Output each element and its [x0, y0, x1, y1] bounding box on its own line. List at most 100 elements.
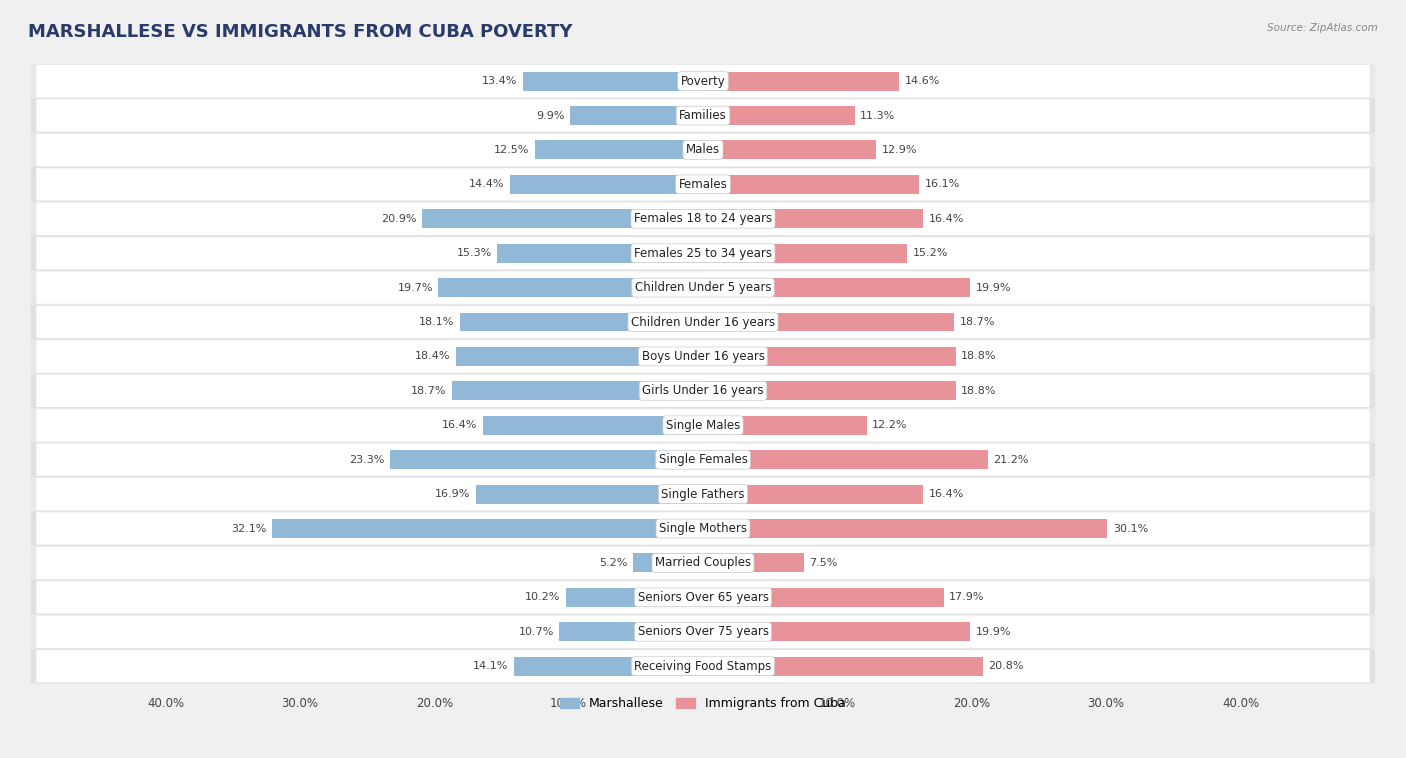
Bar: [703, 553, 804, 572]
Text: 15.2%: 15.2%: [912, 248, 948, 258]
Bar: [439, 278, 703, 297]
Text: Seniors Over 75 years: Seniors Over 75 years: [637, 625, 769, 638]
FancyBboxPatch shape: [31, 649, 1375, 684]
FancyBboxPatch shape: [31, 546, 1375, 580]
Text: Poverty: Poverty: [681, 74, 725, 88]
Bar: [560, 622, 703, 641]
FancyBboxPatch shape: [31, 443, 1375, 477]
FancyBboxPatch shape: [37, 443, 1369, 476]
Bar: [703, 347, 956, 366]
Text: Females 18 to 24 years: Females 18 to 24 years: [634, 212, 772, 225]
Bar: [703, 622, 970, 641]
Text: 11.3%: 11.3%: [860, 111, 896, 121]
Text: Girls Under 16 years: Girls Under 16 years: [643, 384, 763, 397]
Bar: [703, 106, 855, 125]
Text: 18.8%: 18.8%: [960, 386, 997, 396]
Bar: [703, 484, 924, 503]
Bar: [451, 381, 703, 400]
Text: 16.4%: 16.4%: [929, 214, 965, 224]
FancyBboxPatch shape: [37, 409, 1369, 441]
Text: 14.4%: 14.4%: [468, 180, 505, 190]
Bar: [703, 175, 920, 194]
Text: 7.5%: 7.5%: [810, 558, 838, 568]
Text: 9.9%: 9.9%: [536, 111, 565, 121]
Text: 13.4%: 13.4%: [482, 76, 517, 86]
Bar: [271, 519, 703, 538]
Text: Children Under 16 years: Children Under 16 years: [631, 315, 775, 328]
FancyBboxPatch shape: [37, 581, 1369, 613]
Bar: [513, 656, 703, 675]
Text: 5.2%: 5.2%: [599, 558, 627, 568]
Legend: Marshallese, Immigrants from Cuba: Marshallese, Immigrants from Cuba: [555, 692, 851, 715]
Text: Families: Families: [679, 109, 727, 122]
FancyBboxPatch shape: [31, 236, 1375, 271]
Text: 21.2%: 21.2%: [993, 455, 1029, 465]
FancyBboxPatch shape: [37, 99, 1369, 132]
Bar: [703, 416, 868, 435]
Text: 12.5%: 12.5%: [495, 145, 530, 155]
Text: Married Couples: Married Couples: [655, 556, 751, 569]
FancyBboxPatch shape: [31, 340, 1375, 374]
Text: 17.9%: 17.9%: [949, 592, 984, 603]
Bar: [703, 381, 956, 400]
Text: 32.1%: 32.1%: [231, 524, 266, 534]
Bar: [703, 278, 970, 297]
Bar: [703, 209, 924, 228]
Bar: [703, 450, 988, 469]
Text: Receiving Food Stamps: Receiving Food Stamps: [634, 659, 772, 672]
Text: 16.1%: 16.1%: [925, 180, 960, 190]
FancyBboxPatch shape: [37, 547, 1369, 579]
Text: 14.6%: 14.6%: [904, 76, 941, 86]
FancyBboxPatch shape: [31, 305, 1375, 340]
FancyBboxPatch shape: [31, 271, 1375, 305]
FancyBboxPatch shape: [37, 65, 1369, 97]
Bar: [456, 347, 703, 366]
Text: Boys Under 16 years: Boys Under 16 years: [641, 350, 765, 363]
FancyBboxPatch shape: [37, 374, 1369, 407]
Bar: [536, 140, 703, 159]
Bar: [523, 72, 703, 91]
Bar: [569, 106, 703, 125]
Bar: [460, 312, 703, 331]
FancyBboxPatch shape: [37, 615, 1369, 648]
Text: 18.7%: 18.7%: [960, 317, 995, 327]
Text: Females: Females: [679, 178, 727, 191]
Text: Source: ZipAtlas.com: Source: ZipAtlas.com: [1267, 23, 1378, 33]
FancyBboxPatch shape: [31, 168, 1375, 202]
Bar: [703, 72, 900, 91]
FancyBboxPatch shape: [37, 512, 1369, 545]
Bar: [389, 450, 703, 469]
Text: 12.9%: 12.9%: [882, 145, 917, 155]
FancyBboxPatch shape: [37, 202, 1369, 235]
Text: Single Females: Single Females: [658, 453, 748, 466]
Bar: [509, 175, 703, 194]
Text: 16.4%: 16.4%: [441, 420, 477, 431]
Text: 20.8%: 20.8%: [988, 661, 1024, 671]
Text: 18.7%: 18.7%: [411, 386, 446, 396]
FancyBboxPatch shape: [37, 340, 1369, 373]
Text: 19.7%: 19.7%: [398, 283, 433, 293]
Bar: [633, 553, 703, 572]
FancyBboxPatch shape: [31, 374, 1375, 408]
Bar: [482, 416, 703, 435]
FancyBboxPatch shape: [31, 512, 1375, 546]
Text: 14.1%: 14.1%: [472, 661, 508, 671]
Bar: [703, 312, 955, 331]
Text: 10.2%: 10.2%: [526, 592, 561, 603]
FancyBboxPatch shape: [37, 478, 1369, 510]
FancyBboxPatch shape: [37, 650, 1369, 682]
FancyBboxPatch shape: [31, 477, 1375, 512]
Text: 15.3%: 15.3%: [457, 248, 492, 258]
Bar: [475, 484, 703, 503]
Text: Children Under 5 years: Children Under 5 years: [634, 281, 772, 294]
FancyBboxPatch shape: [31, 580, 1375, 615]
Text: Single Fathers: Single Fathers: [661, 487, 745, 500]
Text: 10.7%: 10.7%: [519, 627, 554, 637]
Bar: [567, 588, 703, 607]
Text: 19.9%: 19.9%: [976, 627, 1011, 637]
FancyBboxPatch shape: [31, 133, 1375, 168]
Text: 20.9%: 20.9%: [381, 214, 416, 224]
Bar: [703, 140, 876, 159]
FancyBboxPatch shape: [31, 99, 1375, 133]
FancyBboxPatch shape: [37, 306, 1369, 338]
